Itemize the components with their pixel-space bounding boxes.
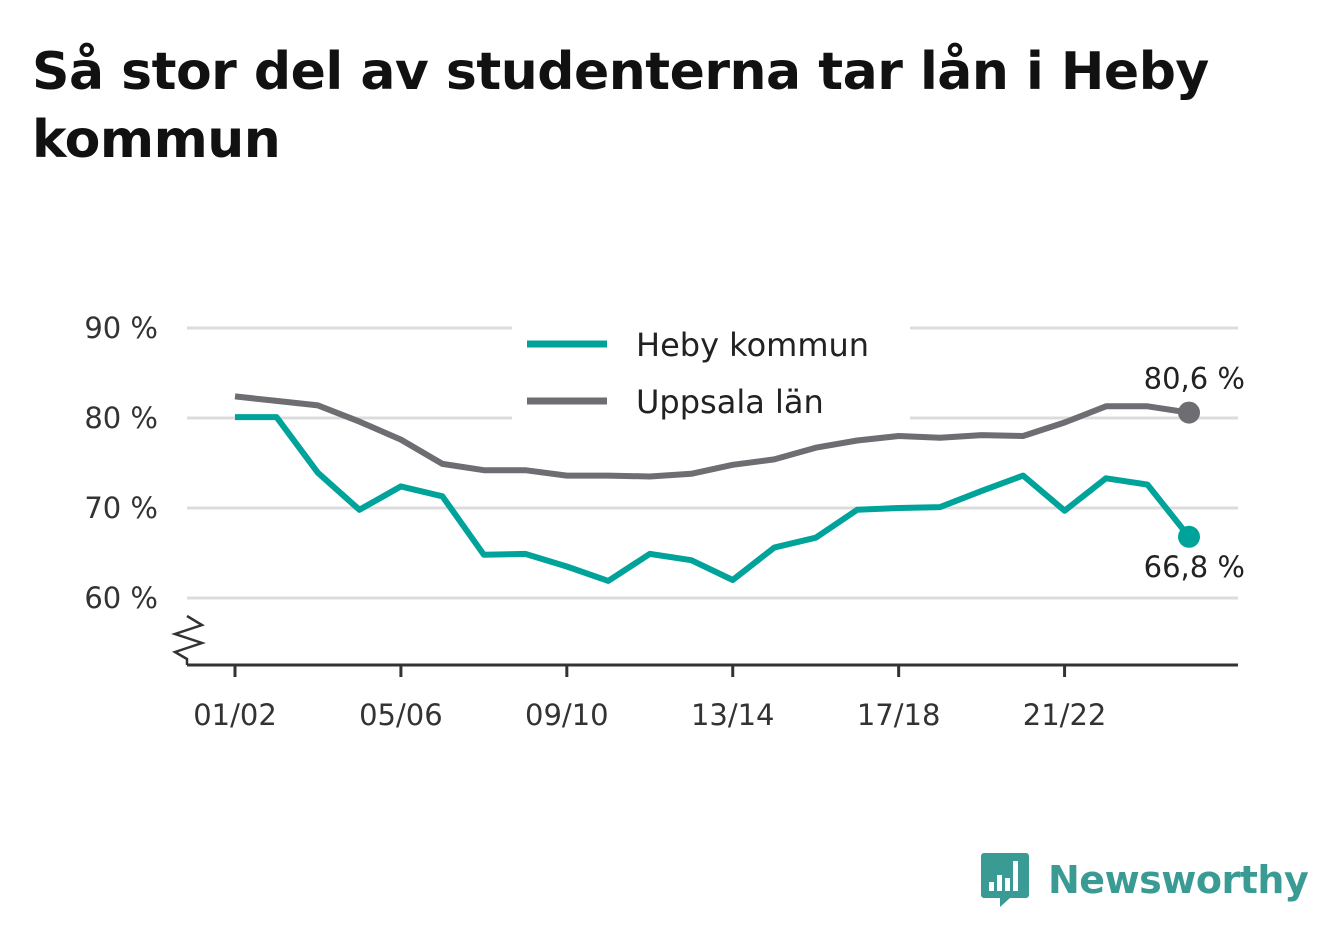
end-value-label: 66,8 % (1144, 550, 1245, 584)
series-end-marker (1178, 401, 1200, 424)
y-tick-label: 90 % (84, 311, 158, 345)
chart-title: Så stor del av studenterna tar lån i Heb… (32, 42, 1209, 170)
series-line (235, 414, 1192, 584)
axes: 60 % 70 % 80 % 90 % 01/02 05/06 09/10 13/14 17/1… (84, 311, 1238, 732)
series-line (234, 393, 1190, 480)
x-tick-label: 21/22 (1023, 698, 1107, 732)
brand-name: Newsworthy (1048, 858, 1309, 902)
x-tick-label: 13/14 (691, 698, 775, 732)
y-tick-label: 60 % (84, 581, 158, 615)
legend-label: Heby kommun (636, 326, 869, 364)
x-tick-label: 05/06 (359, 698, 443, 732)
series-end-marker (1178, 525, 1200, 548)
newsworthy-logo: Newsworthy (980, 850, 1309, 910)
x-tick-label: 17/18 (857, 698, 941, 732)
x-tick-label: 09/10 (525, 698, 609, 732)
legend: Heby kommun Uppsala län (512, 322, 910, 421)
x-tick-label: 01/02 (193, 698, 277, 732)
legend-label: Uppsala län (636, 383, 824, 421)
y-tick-label: 70 % (84, 491, 158, 525)
axis-break-mark (171, 614, 206, 665)
end-labels: 80,6 % 66,8 % (1144, 362, 1245, 584)
end-value-label: 80,6 % (1144, 362, 1245, 396)
series-lines (234, 393, 1200, 584)
bar-chart-icon (981, 853, 1029, 907)
y-tick-label: 80 % (84, 401, 158, 435)
